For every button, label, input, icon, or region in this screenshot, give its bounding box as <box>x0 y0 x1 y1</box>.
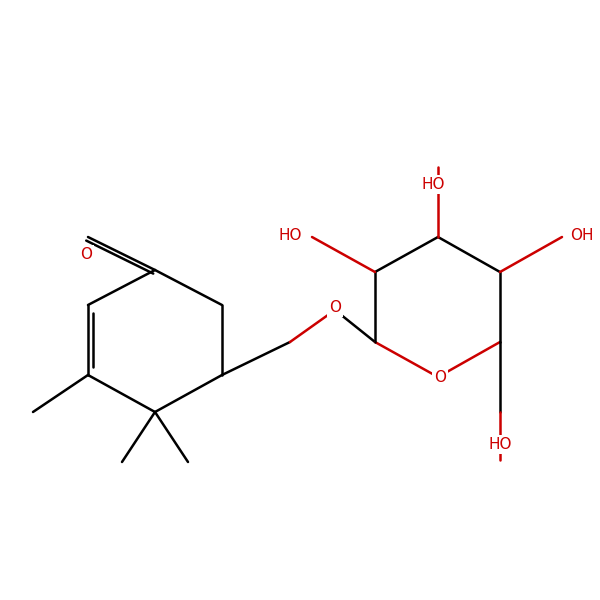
Text: OH: OH <box>570 227 593 242</box>
Text: HO: HO <box>421 177 445 192</box>
Text: O: O <box>434 370 446 385</box>
Text: O: O <box>80 247 92 262</box>
Text: HO: HO <box>278 227 302 242</box>
Text: HO: HO <box>488 437 512 452</box>
Text: O: O <box>329 301 341 316</box>
